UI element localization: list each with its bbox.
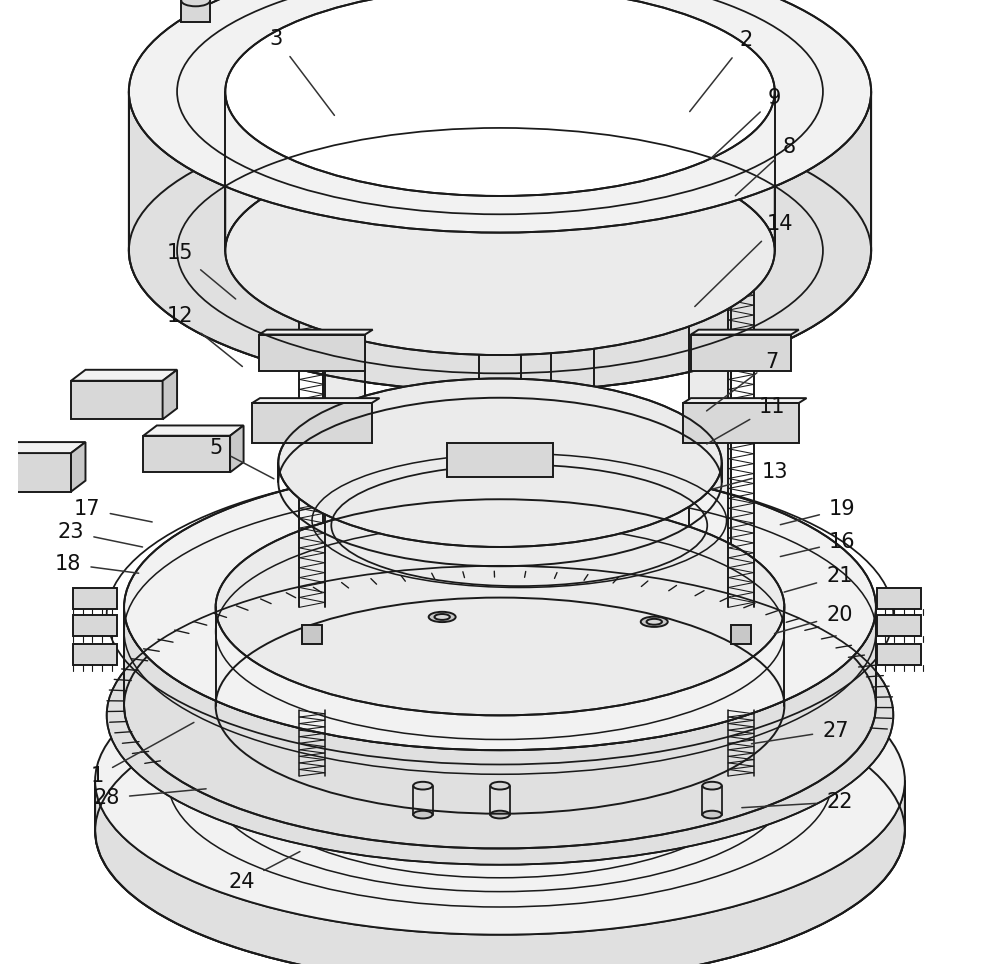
Text: 21: 21: [784, 567, 853, 592]
Text: 19: 19: [780, 499, 856, 524]
Text: 11: 11: [707, 397, 785, 444]
Text: 18: 18: [55, 554, 139, 574]
Polygon shape: [129, 92, 871, 391]
Polygon shape: [0, 442, 85, 453]
Text: 17: 17: [74, 499, 152, 522]
Text: 7: 7: [707, 352, 778, 411]
Ellipse shape: [413, 811, 433, 818]
Bar: [73, 644, 117, 665]
Polygon shape: [230, 425, 244, 472]
Bar: [551, 251, 594, 607]
Polygon shape: [71, 370, 177, 381]
Polygon shape: [71, 442, 85, 492]
Ellipse shape: [129, 110, 871, 391]
Bar: [683, 403, 799, 443]
Bar: [877, 644, 921, 665]
Text: 28: 28: [94, 789, 206, 808]
Bar: [0, 453, 71, 492]
Ellipse shape: [95, 677, 905, 964]
Text: 27: 27: [751, 721, 849, 744]
Text: 5: 5: [209, 439, 274, 479]
Ellipse shape: [95, 627, 905, 935]
Ellipse shape: [216, 499, 784, 715]
Text: 13: 13: [713, 463, 788, 489]
Bar: [252, 403, 372, 443]
Text: 12: 12: [167, 307, 242, 366]
Bar: [323, 251, 365, 607]
Text: 8: 8: [735, 137, 796, 196]
Text: 22: 22: [742, 792, 853, 812]
Bar: [877, 615, 921, 636]
Text: 20: 20: [775, 605, 853, 633]
Polygon shape: [124, 607, 876, 848]
Bar: [71, 381, 163, 419]
Ellipse shape: [647, 619, 662, 625]
Bar: [877, 588, 921, 609]
Polygon shape: [143, 425, 244, 436]
Ellipse shape: [278, 379, 722, 547]
Text: 9: 9: [712, 89, 781, 157]
Polygon shape: [259, 330, 373, 335]
Text: 15: 15: [167, 243, 236, 299]
Ellipse shape: [129, 0, 871, 232]
Bar: [689, 251, 731, 607]
Polygon shape: [252, 398, 380, 403]
Text: 2: 2: [690, 31, 752, 112]
Ellipse shape: [413, 782, 433, 790]
Ellipse shape: [181, 0, 210, 7]
Ellipse shape: [702, 782, 722, 790]
Bar: [479, 251, 521, 607]
Ellipse shape: [124, 563, 876, 848]
Bar: [73, 615, 117, 636]
Polygon shape: [225, 0, 775, 251]
Bar: [143, 436, 230, 472]
Bar: [259, 335, 365, 371]
Bar: [73, 588, 117, 609]
Bar: [447, 443, 553, 477]
Text: 3: 3: [270, 29, 334, 116]
Ellipse shape: [490, 811, 510, 818]
Ellipse shape: [429, 612, 456, 622]
Text: 14: 14: [695, 214, 793, 307]
Ellipse shape: [124, 465, 876, 750]
Ellipse shape: [434, 614, 450, 620]
Text: 23: 23: [58, 522, 143, 547]
Polygon shape: [691, 330, 799, 335]
Ellipse shape: [225, 0, 775, 196]
Ellipse shape: [641, 617, 668, 627]
Text: 1: 1: [90, 722, 194, 786]
Ellipse shape: [490, 782, 510, 790]
Polygon shape: [683, 398, 807, 403]
Bar: [302, 625, 322, 644]
Bar: [731, 625, 751, 644]
Bar: [691, 335, 791, 371]
Ellipse shape: [702, 811, 722, 818]
Polygon shape: [163, 370, 177, 419]
Polygon shape: [95, 781, 905, 964]
Text: 24: 24: [228, 851, 300, 892]
Ellipse shape: [225, 147, 775, 355]
Bar: [181, 1, 210, 22]
Text: 16: 16: [780, 532, 856, 556]
Ellipse shape: [107, 566, 893, 865]
